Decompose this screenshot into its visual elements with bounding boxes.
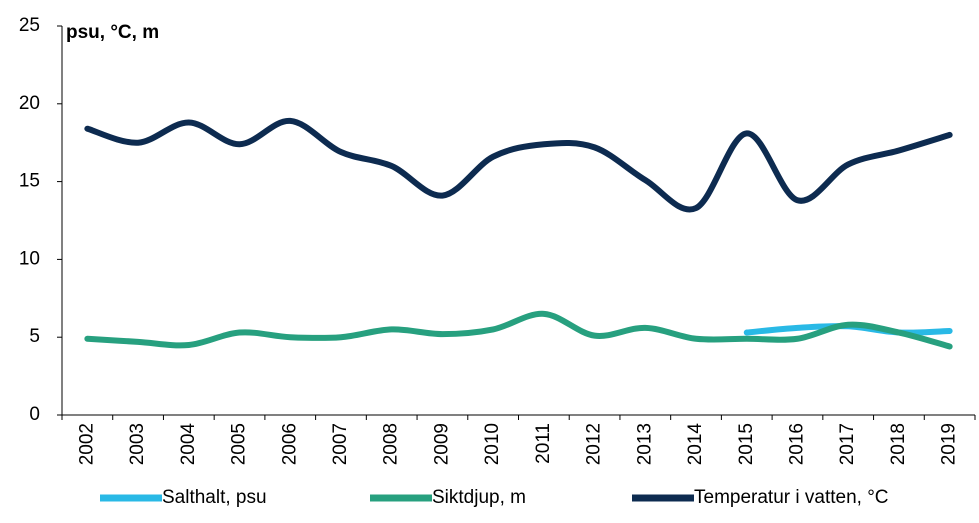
legend-label: Temperatur i vatten, °C <box>694 487 889 508</box>
y-tick-label: 10 <box>19 248 40 269</box>
x-tick-label: 2014 <box>685 423 706 466</box>
legend-label: Salthalt, psu <box>162 487 267 508</box>
y-axis-label: psu, °C, m <box>66 22 159 43</box>
x-tick-label: 2018 <box>888 423 909 465</box>
x-tick-label: 2006 <box>279 423 300 465</box>
y-tick-label: 15 <box>19 171 40 192</box>
y-tick-label: 5 <box>29 326 40 347</box>
y-tick-label: 25 <box>19 15 40 36</box>
legend-label: Siktdjup, m <box>432 487 526 508</box>
x-tick-label: 2009 <box>431 423 452 465</box>
data-line <box>84 117 953 213</box>
x-tick-label: 2004 <box>178 423 199 466</box>
x-tick-label: 2005 <box>229 423 250 465</box>
x-tick-label: 2016 <box>786 423 807 465</box>
x-tick-label: 2002 <box>76 423 97 465</box>
y-tick-label: 0 <box>29 404 40 425</box>
x-tick-label: 2019 <box>939 423 960 465</box>
x-tick-label: 2015 <box>736 423 757 465</box>
data-line <box>84 310 953 350</box>
x-tick-label: 2012 <box>584 423 605 465</box>
y-tick-label: 20 <box>19 93 40 114</box>
x-tick-label: 2008 <box>381 423 402 465</box>
x-tick-label: 2003 <box>127 423 148 465</box>
x-tick-label: 2010 <box>482 423 503 465</box>
x-tick-label: 2013 <box>634 423 655 465</box>
x-tick-label: 2017 <box>837 423 858 465</box>
x-tick-label: 2007 <box>330 423 351 465</box>
x-tick-label: 2011 <box>533 423 554 464</box>
